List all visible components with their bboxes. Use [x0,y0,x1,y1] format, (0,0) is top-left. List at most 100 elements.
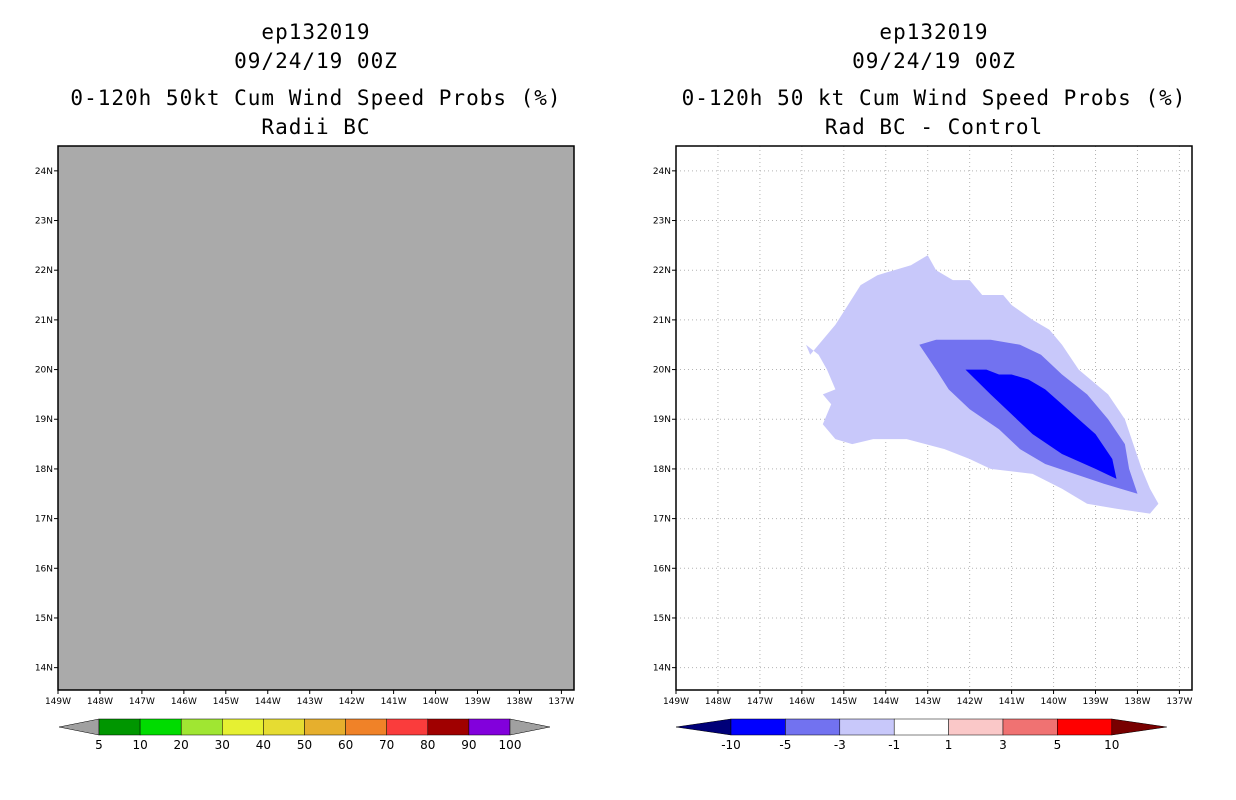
left-chart-title: ep132019 09/24/19 00Z 0-120h 50kt Cum Wi… [58,18,574,142]
right-x-tick-label: 146W [789,697,815,707]
left-x-tick-label: 138W [506,697,532,707]
left-colorbar-label: 5 [95,738,103,752]
right-x-tick-label: 141W [999,697,1025,707]
left-y-tick-label: 14N [35,664,53,674]
right-colorbar-label: 1 [945,738,953,752]
right-colorbar-box [730,718,786,736]
right-colorbar-box [839,718,895,736]
left-colorbar-box [427,718,470,736]
right-colorbar-box [948,718,1004,736]
left-x-tick-label: 144W [255,697,281,707]
left-colorbar-label: 40 [256,738,271,752]
right-colorbar-box [785,718,841,736]
left-colorbar-box [180,718,223,736]
left-x-tick-label: 141W [381,697,407,707]
right-colorbar-label: 5 [1054,738,1062,752]
left-x-tick-label: 140W [423,697,449,707]
right-date: 09/24/19 00Z [852,49,1016,73]
left-y-tick-label: 20N [35,366,53,376]
right-y-tick-label: 19N [653,415,671,425]
left-date: 09/24/19 00Z [234,49,398,73]
right-colorbar-label: 10 [1104,738,1119,752]
right-contour--10to-5 [965,369,1117,479]
left-colorbar-box [263,718,305,736]
left-y-tick-label: 17N [35,515,53,525]
right-y-tick-label: 14N [653,664,671,674]
right-colorbar-low-arrow [675,718,732,736]
right-x-tick-label: 147W [747,697,773,707]
left-storm-id: ep132019 [261,20,371,44]
left-colorbar-label: 50 [297,738,312,752]
left-colorbar-label: 100 [499,738,522,752]
left-y-tick-label: 16N [35,564,53,574]
left-colorbar-label: 60 [338,738,353,752]
right-colorbar: -10 -5 -3 -1 1 3 5 10 [675,718,1167,752]
right-y-tick-label: 24N [653,167,671,177]
left-y-tick-label: 19N [35,415,53,425]
left-x-tick-label: 143W [297,697,323,707]
left-colorbar: 5 10 20 30 40 50 60 70 80 90 100 [58,718,551,752]
left-y-tick-label: 21N [35,316,53,326]
right-x-tick-label: 140W [1041,697,1067,707]
right-y-tick-label: 16N [653,564,671,574]
right-x-tick-label: 142W [957,697,983,707]
left-colorbar-label: 20 [174,738,189,752]
right-colorbar-box [893,718,949,736]
left-y-tick-label: 18N [35,465,53,475]
right-x-tick-label: 139W [1082,697,1108,707]
right-x-tick-label: 143W [915,697,941,707]
left-field-fill [58,146,574,690]
left-x-tick-label: 146W [171,697,197,707]
left-colorbar-label: 80 [420,738,435,752]
right-x-tick-label: 144W [873,697,899,707]
right-plot-panel: 149W 148W 147W 146W 145W 144W 143W 142W 141W 140W… [653,145,1193,752]
right-chart-title: ep132019 09/24/19 00Z 0-120h 50 kt Cum W… [676,18,1192,142]
right-x-tick-label: 138W [1124,697,1150,707]
left-colorbar-label: 70 [379,738,394,752]
left-subtitle: Radii BC [261,115,371,139]
right-colorbar-label: -10 [721,738,741,752]
left-colorbar-box [222,718,264,736]
left-y-tick-label: 22N [35,266,53,276]
left-x-tick-label: 148W [87,697,113,707]
right-x-tick-label: 145W [831,697,857,707]
right-colorbar-box [1057,718,1113,736]
left-colorbar-box [386,718,429,736]
right-colorbar-high-arrow [1111,718,1167,736]
left-colorbar-low-arrow [58,718,100,736]
left-x-tick-label: 147W [129,697,155,707]
left-x-tick-label: 139W [464,697,490,707]
right-colorbar-label: -1 [888,738,900,752]
left-plot-frame [57,145,575,691]
right-y-tick-label: 17N [653,515,671,525]
left-colorbar-box [468,718,511,736]
left-colorbar-box [304,718,346,736]
right-colorbar-label: 3 [999,738,1007,752]
left-colorbar-box [345,718,387,736]
right-plot-frame [675,145,1193,691]
right-y-tick-label: 18N [653,465,671,475]
right-x-tick-label: 148W [705,697,731,707]
left-x-tick-label: 145W [213,697,239,707]
right-colorbar-label: -5 [779,738,791,752]
left-x-tick-label: 149W [45,697,71,707]
right-subtitle: Rad BC - Control [824,115,1044,139]
left-y-tick-label: 24N [35,167,53,177]
left-colorbar-box [139,718,182,736]
right-colorbar-label: -3 [834,738,846,752]
right-colorbar-box [1002,718,1058,736]
left-colorbar-box [98,718,141,736]
right-y-tick-label: 21N [653,316,671,326]
right-y-tick-label: 23N [653,217,671,227]
left-colorbar-high-arrow [509,718,551,736]
right-y-tick-label: 22N [653,266,671,276]
left-y-tick-label: 15N [35,614,53,624]
left-colorbar-label: 90 [461,738,476,752]
left-product-title: 0-120h 50kt Cum Wind Speed Probs (%) [70,86,562,110]
left-x-tick-label: 142W [339,697,365,707]
left-x-tick-label: 137W [548,697,574,707]
right-x-tick-label: 137W [1166,697,1192,707]
left-colorbar-label: 10 [132,738,147,752]
right-y-tick-label: 15N [653,614,671,624]
